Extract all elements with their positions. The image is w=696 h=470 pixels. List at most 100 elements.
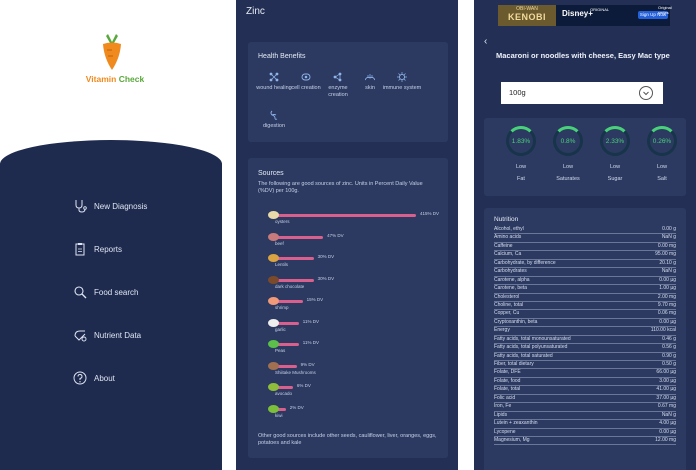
nutrient-value: 0.90 g <box>662 352 676 359</box>
nutrient-value: 0.00 mg <box>657 242 676 249</box>
nutrient-value: NaN g <box>661 411 676 418</box>
nutrition-row: Folate, DFE 66.00 µg <box>494 369 676 378</box>
ring-gauge: 0.8% <box>553 126 583 156</box>
ad-kenobi-art: OBI-WAN KENOBI <box>498 5 556 26</box>
source-dv-label: 30% DV <box>317 275 335 281</box>
nutrition-title: Nutrition <box>494 216 519 223</box>
nutrition-row: Choline, total 9.70 mg <box>494 302 676 311</box>
nutrient-value: 20.10 g <box>659 259 676 266</box>
cell-icon <box>301 73 311 81</box>
nutrient-value: NaN g <box>661 234 676 241</box>
search-icon <box>72 284 88 300</box>
molecule-icon <box>269 72 279 82</box>
source-bar <box>276 214 416 217</box>
nutrient-value: 0.50 g <box>662 361 676 367</box>
nutrient-name: Cryptoxanthin, beta <box>494 318 538 325</box>
source-row: 415% DV oysters <box>268 210 443 226</box>
benefit-label: wound healing <box>256 85 292 91</box>
nutrition-table: Alcohol, ethyl 0.00 g Amino acids NaN g Caff… <box>494 226 676 446</box>
source-dv-label: 6% DV <box>296 383 311 388</box>
nutrition-card: Nutrition Alcohol, ethyl 0.00 g Amino acid… <box>484 208 686 470</box>
nutrient-value: 3.00 µg <box>659 377 676 384</box>
back-arrow-icon[interactable]: ‹ <box>484 36 488 47</box>
source-food-image <box>268 361 279 370</box>
source-food-image <box>268 318 279 327</box>
nutrient-value: 0.00 g <box>662 226 676 232</box>
sources-card: Sources The following are good sources o… <box>248 158 448 458</box>
nutrient-name: Alcohol, ethyl <box>494 226 524 232</box>
app-brand: Vitamin Check <box>70 74 160 84</box>
nutrient-value: 37.00 µg <box>656 394 676 401</box>
menu-item-about[interactable]: About <box>72 369 115 387</box>
menu-item-nutrient-data[interactable]: Nutrient Data <box>72 326 141 344</box>
nutrition-row: Alcohol, ethyl 0.00 g <box>494 226 676 235</box>
source-food-image <box>268 340 279 348</box>
source-row: 11% DV Peas <box>268 339 443 355</box>
source-dv-label: 15% DV <box>306 297 324 302</box>
nutrient-value: 4.00 µg <box>659 420 676 427</box>
nutrition-row: Carotene, alpha 0.00 µg <box>494 277 676 286</box>
enzyme-icon <box>333 72 342 82</box>
ring-level: Low <box>656 164 668 170</box>
ad-signup-button[interactable]: Sign Up Now <box>638 11 668 19</box>
stethoscope-icon <box>72 198 88 214</box>
ring-level: Low <box>562 164 574 170</box>
nutrient-name: Amino acids <box>494 234 522 241</box>
ring-name: Fat <box>517 176 525 182</box>
food-detail-screen: OBI-WAN KENOBI Disney+ ORIGINAL Sign Up … <box>474 0 696 470</box>
nutrition-row: Folate, total 41.00 µg <box>494 386 676 395</box>
menu-item-food-search[interactable]: Food search <box>72 283 138 301</box>
source-row: 30% DV dark chocolate <box>268 275 443 291</box>
benefit-label: cell creation <box>291 85 321 91</box>
nutrient-name: Folate, DFE <box>494 369 521 376</box>
source-food-image <box>268 232 279 241</box>
menu-item-label: New Diagnosis <box>94 201 148 211</box>
sources-title: Sources <box>258 170 284 177</box>
source-food-image <box>268 275 279 284</box>
source-row: 30% DV Lentils <box>268 253 443 269</box>
nutrition-row: Carbohydrates NaN g <box>494 268 676 277</box>
nutrition-row: Fatty acids, total monounsaturated 0.46 g <box>494 336 676 345</box>
nutrient-name: Folic acid <box>494 394 516 401</box>
nutrient-value: NaN g <box>661 268 676 275</box>
source-row: 15% DV shrimp <box>268 296 443 312</box>
source-food-image <box>268 254 279 262</box>
nutrition-row: Fatty acids, total saturated 0.90 g <box>494 353 676 361</box>
nutrient-value: 0.00 µg <box>659 428 676 435</box>
source-bar <box>276 278 314 282</box>
serving-value: 100g <box>509 88 526 97</box>
benefit-cell-creation: cell creation <box>286 72 326 92</box>
nutrient-name: Energy <box>494 327 510 334</box>
source-name: Lentils <box>275 262 289 267</box>
nutrient-name: Lycopene <box>494 428 516 435</box>
source-row: 47% DV beef <box>268 232 443 248</box>
ad-kenobi-small: OBI-WAN <box>516 6 538 12</box>
ad-disney-logo: Disney+ <box>562 9 593 18</box>
benefit-immune-system: immune system <box>382 72 422 92</box>
nutrient-value: 0.06 mg <box>657 310 676 317</box>
source-bar <box>276 364 297 368</box>
menu-item-new-diagnosis[interactable]: New Diagnosis <box>72 197 147 215</box>
menu-item-reports[interactable]: Reports <box>72 240 122 258</box>
menu-item-label: Food search <box>94 287 139 297</box>
ad-banner[interactable]: OBI-WAN KENOBI Disney+ ORIGINAL Sign Up … <box>498 5 672 26</box>
nutrition-row: Calcium, Ca 95.00 mg <box>494 251 676 260</box>
drawer-menu-screen: Vitamin Check New Diagnosis Reports Food… <box>0 0 222 470</box>
question-icon <box>72 370 88 386</box>
nutrition-row: Carbohydrate, by difference 20.10 g <box>494 259 676 269</box>
nutrient-name: Caffeine <box>494 242 513 249</box>
nutrient-name: Fatty acids, total saturated <box>494 352 553 359</box>
nutrient-name: Iron, Fe <box>494 403 512 410</box>
nutrient-name: Lutein + zeaxanthin <box>494 420 538 427</box>
carrot-logo-icon <box>103 34 121 70</box>
menu-item-label: Nutrient Data <box>94 330 142 340</box>
nutrition-row: Fiber, total dietary 0.50 g <box>494 361 676 370</box>
benefit-label: skin <box>365 85 375 91</box>
nutrition-row: Cholesterol 2.00 mg <box>494 294 676 302</box>
skin-icon <box>365 74 375 81</box>
menu-item-label: Reports <box>94 244 123 254</box>
nutrient-name: Copper, Cu <box>494 310 520 317</box>
source-name: shrimp <box>275 305 289 310</box>
nutrition-row: Lipids NaN g <box>494 411 676 421</box>
serving-select[interactable]: 100g <box>501 82 663 104</box>
